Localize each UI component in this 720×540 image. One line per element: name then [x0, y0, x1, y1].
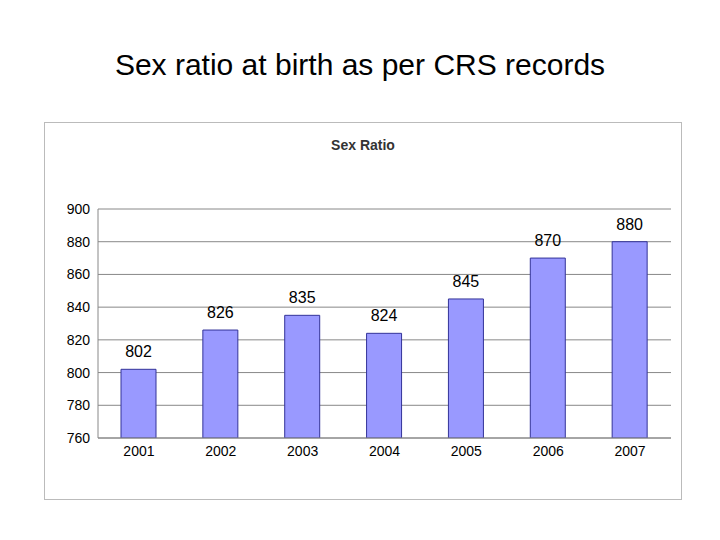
svg-text:2007: 2007: [614, 443, 645, 459]
svg-text:870: 870: [534, 232, 561, 249]
svg-text:2003: 2003: [287, 443, 318, 459]
svg-text:820: 820: [67, 332, 91, 348]
svg-text:800: 800: [67, 365, 91, 381]
html-text:Sex ratio at birth as per CRS: Sex ratio at birth as per CRS records: [114, 48, 606, 81]
svg-text:780: 780: [67, 397, 91, 413]
svg-text:2002: 2002: [205, 443, 236, 459]
svg-text:760: 760: [67, 430, 91, 446]
svg-text:826: 826: [207, 304, 234, 321]
svg-text:860: 860: [67, 266, 91, 282]
svg-text:900: 900: [67, 201, 91, 217]
html-text:Sex Ratio: Sex Ratio: [331, 137, 395, 153]
svg-text:835: 835: [289, 289, 316, 306]
svg-text:2005: 2005: [451, 443, 482, 459]
svg-text:880: 880: [67, 234, 91, 250]
svg-text:802: 802: [125, 343, 152, 360]
svg-text:2001: 2001: [123, 443, 154, 459]
svg-text:845: 845: [453, 273, 480, 290]
svg-text:840: 840: [67, 299, 91, 315]
svg-text:2006: 2006: [533, 443, 564, 459]
svg-text:2004: 2004: [369, 443, 400, 459]
svg-text:880: 880: [616, 216, 643, 233]
svg-text:824: 824: [371, 307, 398, 324]
